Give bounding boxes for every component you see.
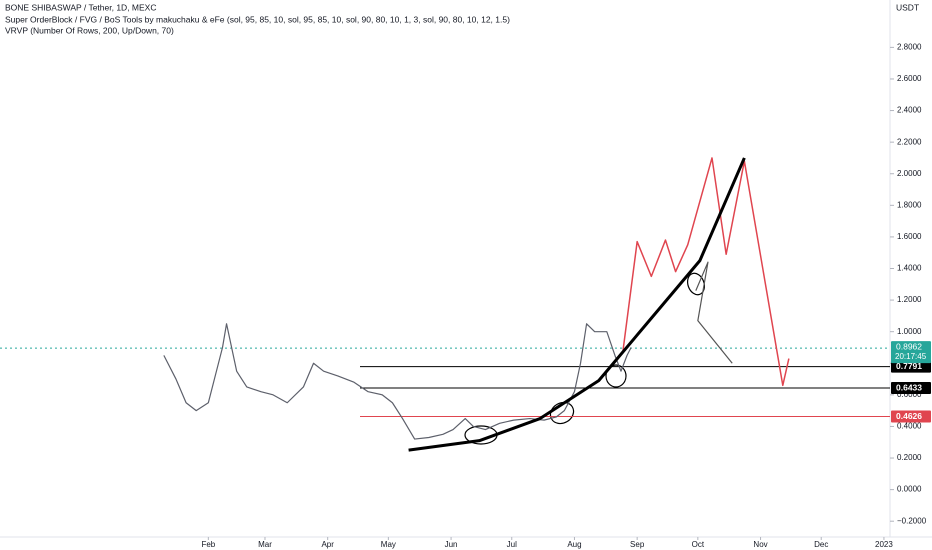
annotation-ellipse [605, 364, 627, 388]
x-tick-label: Sep [630, 540, 645, 549]
y-tick-label: 1.0000 [897, 327, 922, 336]
x-tick-label: Apr [321, 540, 334, 549]
series-line [695, 261, 733, 364]
y-tick-label: 2.8000 [897, 42, 922, 51]
x-tick-label: 2023 [875, 540, 893, 549]
series-line [163, 323, 632, 440]
x-tick-label: Dec [814, 540, 828, 549]
price-box [891, 382, 931, 395]
y-tick-label: 2.2000 [897, 137, 922, 146]
price-label: 0.7791 [896, 361, 922, 371]
x-tick-label: Mar [258, 540, 272, 549]
price-label: 0.8962 [896, 341, 922, 351]
y-tick-label: 0.0000 [897, 485, 922, 494]
y-tick-label: 2.4000 [897, 106, 922, 115]
x-tick-label: Oct [692, 540, 705, 549]
countdown: 20:17:45 [895, 352, 927, 361]
y-tick-label: 2.6000 [897, 74, 922, 83]
y-tick-label: 0.6000 [897, 390, 922, 399]
y-tick-label: 2.0000 [897, 169, 922, 178]
price-box [891, 341, 931, 364]
price-box [891, 410, 931, 423]
indicator: VRVP (Number Of Rows, 200, Up/Down, 70) [5, 25, 174, 35]
x-tick-label: May [381, 540, 396, 549]
y-tick-label: 1.8000 [897, 200, 922, 209]
y-tick-label: 1.4000 [897, 264, 922, 273]
annotation-ellipse [686, 272, 706, 296]
series-line [622, 157, 790, 387]
series-line [408, 157, 746, 452]
y-tick-label: 0.2000 [897, 453, 922, 462]
indicator: Super OrderBlock / FVG / BoS Tools by ma… [5, 14, 510, 24]
price-label: 0.4626 [896, 411, 922, 421]
x-tick-label: Feb [201, 540, 215, 549]
chart-title: BONE SHIBASWAP / Tether, 1D, MEXC [5, 2, 156, 12]
y-tick-label: 1.2000 [897, 295, 922, 304]
y-tick-label: 0.4000 [897, 422, 922, 431]
x-tick-label: Jul [507, 540, 517, 549]
y-unit: USDT [896, 2, 919, 12]
y-tick-label: −0.2000 [897, 516, 927, 525]
x-tick-label: Jun [445, 540, 458, 549]
x-tick-label: Aug [567, 540, 581, 549]
price-box [891, 360, 931, 373]
price-label: 0.6433 [896, 382, 922, 392]
x-tick-label: Nov [753, 540, 767, 549]
annotation-ellipse [549, 401, 575, 425]
y-tick-label: 1.6000 [897, 232, 922, 241]
